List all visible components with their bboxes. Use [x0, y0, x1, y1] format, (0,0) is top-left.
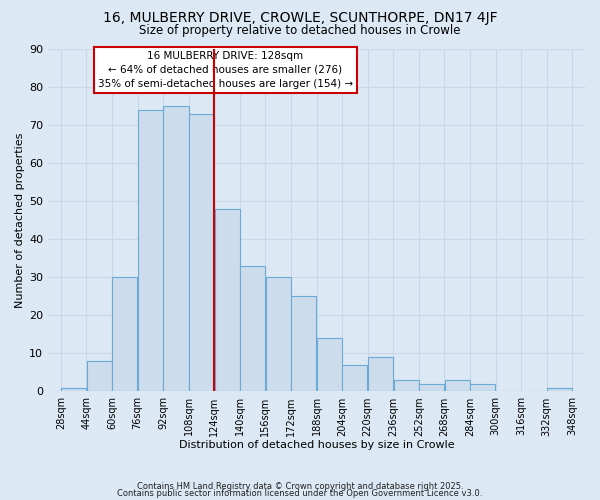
Bar — [394, 380, 419, 392]
Bar — [163, 106, 188, 392]
Bar — [61, 388, 86, 392]
Bar — [419, 384, 444, 392]
Bar — [112, 278, 137, 392]
Text: 16, MULBERRY DRIVE, CROWLE, SCUNTHORPE, DN17 4JF: 16, MULBERRY DRIVE, CROWLE, SCUNTHORPE, … — [103, 11, 497, 25]
Y-axis label: Number of detached properties: Number of detached properties — [15, 132, 25, 308]
Bar — [266, 278, 291, 392]
Bar — [368, 357, 393, 392]
Bar — [87, 361, 112, 392]
Bar — [317, 338, 342, 392]
Bar — [189, 114, 214, 392]
Bar — [240, 266, 265, 392]
Text: Contains public sector information licensed under the Open Government Licence v3: Contains public sector information licen… — [118, 490, 482, 498]
Bar — [215, 209, 239, 392]
Bar — [291, 296, 316, 392]
Text: Size of property relative to detached houses in Crowle: Size of property relative to detached ho… — [139, 24, 461, 37]
Text: 16 MULBERRY DRIVE: 128sqm
← 64% of detached houses are smaller (276)
35% of semi: 16 MULBERRY DRIVE: 128sqm ← 64% of detac… — [98, 50, 353, 88]
Bar — [343, 365, 367, 392]
Text: Contains HM Land Registry data © Crown copyright and database right 2025.: Contains HM Land Registry data © Crown c… — [137, 482, 463, 491]
Bar — [445, 380, 470, 392]
X-axis label: Distribution of detached houses by size in Crowle: Distribution of detached houses by size … — [179, 440, 454, 450]
Bar — [138, 110, 163, 392]
Bar — [547, 388, 572, 392]
Bar — [470, 384, 495, 392]
